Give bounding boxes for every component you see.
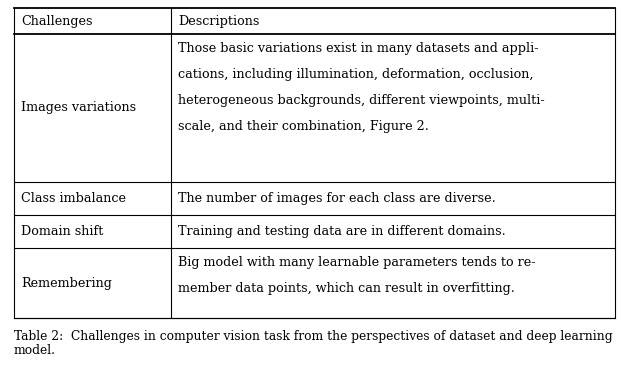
Text: Training and testing data are in different domains.: Training and testing data are in differe… xyxy=(179,225,506,238)
Text: Images variations: Images variations xyxy=(21,101,136,115)
Text: model.: model. xyxy=(14,344,56,357)
Text: Class imbalance: Class imbalance xyxy=(21,192,126,205)
Text: member data points, which can result in overfitting.: member data points, which can result in … xyxy=(179,282,515,295)
Text: scale, and their combination, Figure 2.: scale, and their combination, Figure 2. xyxy=(179,120,429,133)
Text: Those basic variations exist in many datasets and appli-: Those basic variations exist in many dat… xyxy=(179,42,539,55)
Text: Big model with many learnable parameters tends to re-: Big model with many learnable parameters… xyxy=(179,256,536,269)
Text: cations, including illumination, deformation, occlusion,: cations, including illumination, deforma… xyxy=(179,68,534,81)
Text: The number of images for each class are diverse.: The number of images for each class are … xyxy=(179,192,496,205)
Text: Domain shift: Domain shift xyxy=(21,225,104,238)
Text: heterogeneous backgrounds, different viewpoints, multi-: heterogeneous backgrounds, different vie… xyxy=(179,94,545,107)
Text: Descriptions: Descriptions xyxy=(179,15,260,27)
Text: Remembering: Remembering xyxy=(21,277,112,289)
Text: Table 2:  Challenges in computer vision task from the perspectives of dataset an: Table 2: Challenges in computer vision t… xyxy=(14,330,612,343)
Text: Challenges: Challenges xyxy=(21,15,93,27)
